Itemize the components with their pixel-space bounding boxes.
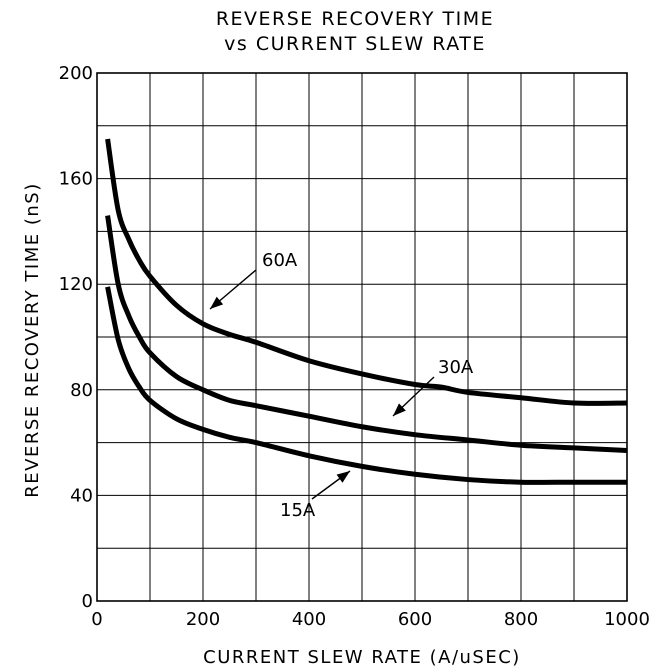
x-axis-label: CURRENT SLEW RATE (A/uSEC) xyxy=(203,647,521,668)
x-tick-label: 400 xyxy=(292,609,326,630)
y-tick-label: 80 xyxy=(70,380,93,401)
grid xyxy=(97,73,627,601)
y-tick-label: 0 xyxy=(82,591,93,612)
chart-title-line-2: vs CURRENT SLEW RATE xyxy=(224,33,486,55)
x-tick-label: 200 xyxy=(186,609,220,630)
series-line-15a xyxy=(105,286,627,485)
x-tick-label: 600 xyxy=(398,609,432,630)
y-tick-label: 40 xyxy=(70,485,93,506)
x-tick-label: 800 xyxy=(504,609,538,630)
y-tick-label: 160 xyxy=(59,169,93,190)
annotations: 60A 30A 15A xyxy=(209,250,474,521)
annotation-arrowhead-30a xyxy=(393,403,406,416)
y-tick-label: 200 xyxy=(59,63,93,84)
annotation-label-60a: 60A xyxy=(262,250,298,271)
x-tick-label: 1000 xyxy=(604,609,650,630)
chart-title-line-1: REVERSE RECOVERY TIME xyxy=(216,8,494,30)
y-tick-labels: 0 40 80 120 160 200 xyxy=(59,63,93,612)
x-tick-labels: 0 200 400 600 800 1000 xyxy=(91,609,650,630)
annotation-arrowhead-60a xyxy=(210,296,224,309)
x-tick-label: 0 xyxy=(91,609,102,630)
annotation-label-30a: 30A xyxy=(438,357,474,378)
series-line-30a xyxy=(105,215,628,454)
plot-frame xyxy=(96,72,628,602)
y-tick-label: 120 xyxy=(59,274,93,295)
annotation-arrowhead-15a xyxy=(336,471,350,483)
annotation-label-15a: 15A xyxy=(280,500,316,521)
y-axis-label: REVERSE RECOVERY TIME (nS) xyxy=(22,182,43,497)
series-line-60a xyxy=(105,138,628,406)
series-group xyxy=(105,138,628,485)
